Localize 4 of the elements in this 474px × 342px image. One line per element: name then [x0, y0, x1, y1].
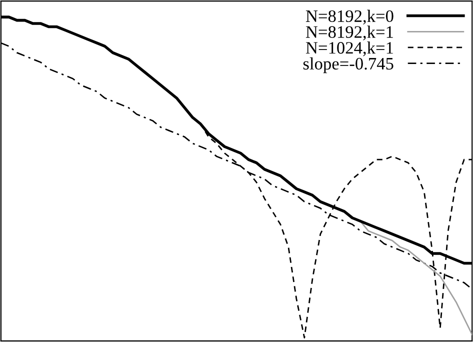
- legend-label: N=8192,k=0: [306, 10, 394, 25]
- legend-label: N=8192,k=1: [306, 26, 393, 40]
- legend-label: slope=-0.745: [303, 57, 394, 74]
- legend-label: N=1024,k=1: [306, 42, 393, 56]
